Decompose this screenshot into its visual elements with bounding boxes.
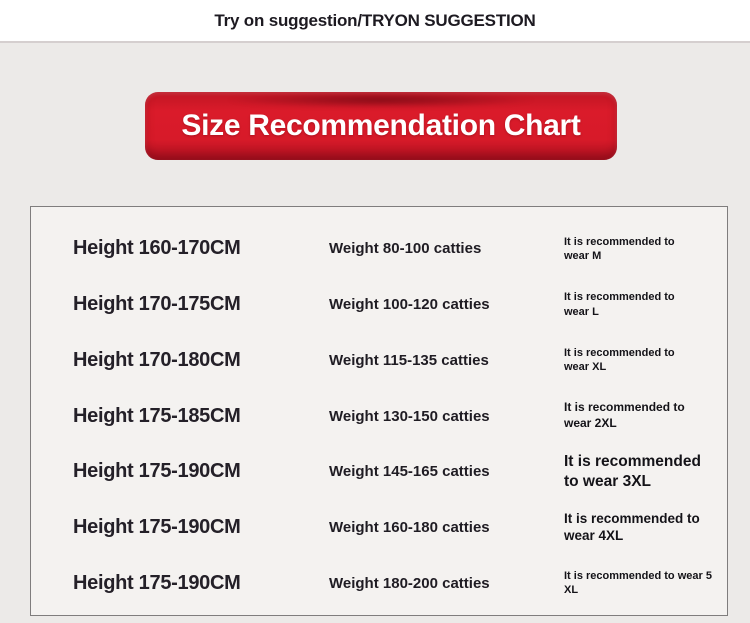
table-row: Height 170-180CM Weight 115-135 catties … <box>31 332 727 388</box>
recommendation-cell: It is recommended to wear 2XL <box>564 400 685 431</box>
table-row: Height 175-190CM Weight 145-165 catties … <box>31 444 727 500</box>
weight-cell: Weight 160-180 catties <box>329 518 490 536</box>
weight-cell: Weight 100-120 catties <box>329 296 490 314</box>
page-header: Try on suggestion/TRYON SUGGESTION <box>0 0 750 41</box>
recommendation-cell: It is recommended to wear M <box>564 235 675 262</box>
header-divider <box>0 41 750 43</box>
weight-cell: Weight 80-100 catties <box>329 240 482 258</box>
weight-cell: Weight 145-165 catties <box>329 463 490 481</box>
height-cell: Height 175-190CM <box>73 515 241 538</box>
recommendation-cell: It is recommended to wear L <box>564 291 675 318</box>
recommendation-cell: It is recommended to wear 3XL <box>564 452 701 490</box>
table-row: Height 160-170CM Weight 80-100 catties I… <box>31 221 727 277</box>
height-cell: Height 175-185CM <box>73 404 241 427</box>
table-row: Height 170-175CM Weight 100-120 catties … <box>31 277 727 333</box>
recommendation-cell: It is recommended to wear XL <box>564 347 675 374</box>
height-cell: Height 170-175CM <box>73 293 241 316</box>
weight-cell: Weight 180-200 catties <box>329 574 490 592</box>
table-row: Height 175-190CM Weight 160-180 catties … <box>31 500 727 556</box>
height-cell: Height 175-190CM <box>73 460 241 483</box>
height-cell: Height 160-170CM <box>73 237 241 260</box>
page-title: Try on suggestion/TRYON SUGGESTION <box>214 10 536 30</box>
recommendation-cell: It is recommended to wear 5 XL <box>564 569 712 597</box>
weight-cell: Weight 115-135 catties <box>329 351 489 369</box>
recommendation-cell: It is recommended to wear 4XL <box>564 510 700 544</box>
table-row: Height 175-185CM Weight 130-150 catties … <box>31 388 727 444</box>
size-chart-banner: Size Recommendation Chart <box>145 92 617 160</box>
table-row: Height 175-190CM Weight 180-200 catties … <box>31 555 727 611</box>
height-cell: Height 170-180CM <box>73 348 241 371</box>
height-cell: Height 175-190CM <box>73 571 241 594</box>
weight-cell: Weight 130-150 catties <box>329 407 490 425</box>
banner-title: Size Recommendation Chart <box>181 109 581 142</box>
size-chart-card: Height 160-170CM Weight 80-100 catties I… <box>30 206 728 616</box>
